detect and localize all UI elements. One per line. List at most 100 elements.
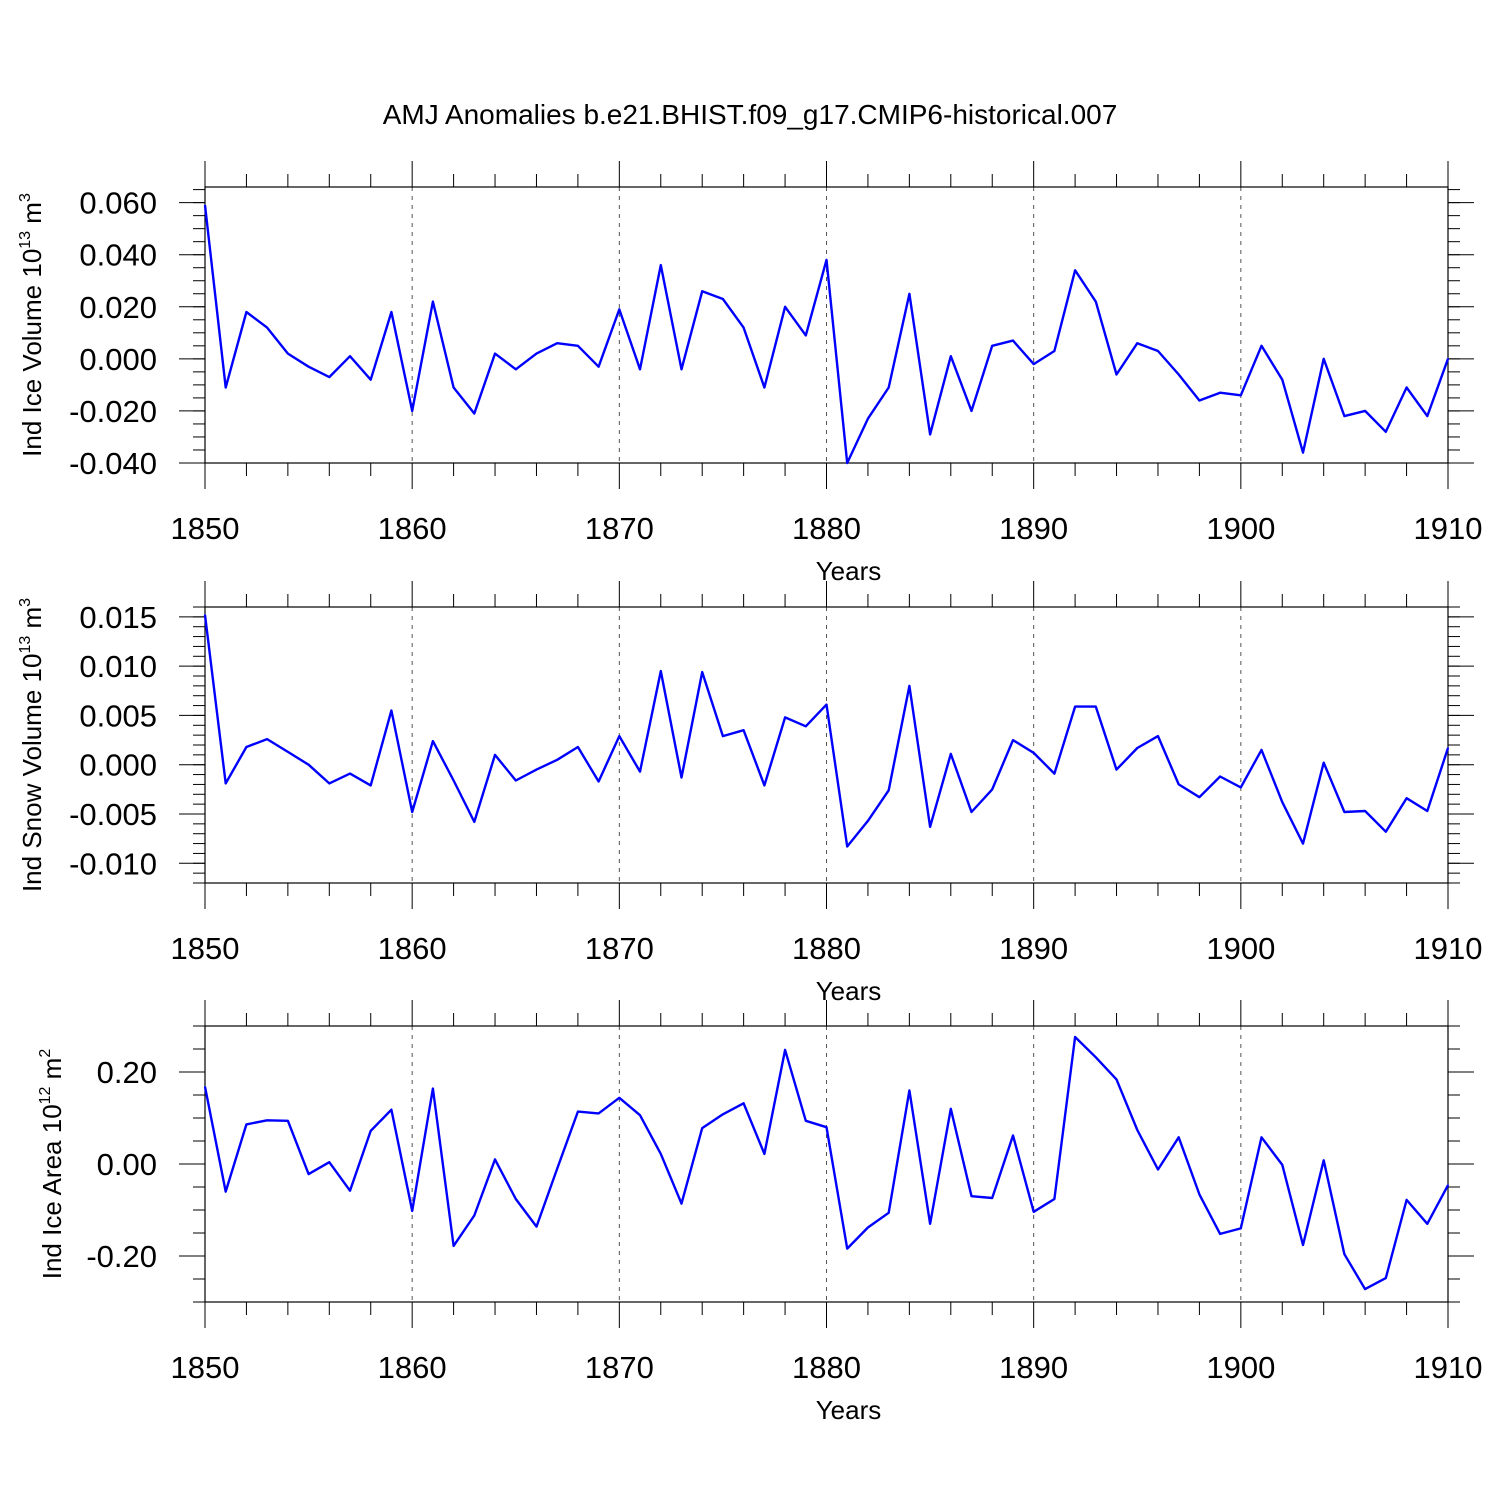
data-point [887,1211,890,1214]
x-tick-label: 1880 [792,931,861,966]
data-point [1157,1168,1159,1171]
data-point [245,746,248,748]
data-point [597,780,600,783]
panel-snow-volume: -0.010 -0.005 0.000 0.005 0.010 0.015 1850 1860… [17,581,1482,1006]
data-point [742,1102,745,1105]
data-point [349,772,351,775]
data-point [1447,358,1449,360]
data-point [825,703,828,706]
data-point [411,410,413,412]
x-tick-label: 1870 [585,511,654,546]
data-point [1177,783,1180,786]
data-point [1032,363,1035,365]
data-point [307,763,310,766]
figure-title: AMJ Anomalies b.e21.BHIST.f09_g17.CMIP6-… [383,99,1118,130]
data-point [224,782,227,785]
data-point [1322,358,1325,360]
x-tick-label: 1900 [1206,931,1275,966]
data-point [1385,830,1387,833]
x-tick-label: 1910 [1414,1350,1483,1385]
x-tick-label: 1890 [999,511,1068,546]
data-point [618,735,621,737]
data-point [1385,1277,1387,1279]
data-point [701,671,703,673]
data-point [1343,811,1346,813]
data-point [287,751,289,753]
data-point [369,378,372,381]
data-point [556,1167,558,1170]
data-point [1240,1227,1242,1230]
data-point [1095,1056,1097,1059]
y-tick-label: 0.015 [79,600,157,635]
data-point [535,352,538,355]
data-point [1364,1288,1366,1290]
data-point [328,1161,331,1163]
data-point [473,412,476,415]
y-tick-label: -0.005 [69,797,157,832]
y-tick-label: 0.040 [79,238,157,273]
y-tick-label: -0.010 [69,846,157,881]
data-point [1364,410,1366,412]
data-point [1405,1199,1408,1201]
y-axis-label: Ind Snow Volume 1013 m3 [17,598,47,892]
data-point [494,352,496,355]
data-point [742,729,745,732]
data-point [887,789,890,792]
data-point [1053,772,1056,775]
data-point [929,433,931,436]
data-point [349,355,351,358]
data-point [1322,761,1325,764]
data-point [597,1112,600,1115]
data-point [970,1195,973,1197]
data-point [1198,399,1201,402]
y-tick-label: -0.040 [69,446,157,481]
data-point [659,670,662,672]
x-tick-label: 1900 [1206,1350,1275,1385]
data-point [929,1223,931,1225]
data-point [722,298,724,300]
data-point [804,1119,807,1122]
data-point [1157,735,1159,737]
data-point [825,1126,828,1128]
data-point [1302,451,1304,454]
data-point [991,345,994,347]
data-point [618,308,621,311]
panel-ice-area: -0.20 0.00 0.20 1850 1860 1870 1880 1890 1900 191… [37,1000,1482,1425]
data-point [1426,810,1429,812]
data-point [473,821,476,823]
data-point [245,1123,248,1126]
data-point [784,305,786,308]
data-point [1198,796,1201,799]
data-point [867,820,869,822]
data-point [908,1089,911,1092]
data-point [577,746,579,748]
y-tick-label: 0.00 [97,1147,157,1182]
data-point [452,386,455,389]
panel-ice-volume: -0.040 -0.020 0.000 0.020 0.040 0.060 1850 1860… [17,161,1482,586]
x-axis-label: Years [816,976,882,1006]
data-point [556,342,558,345]
x-tick-label: 1910 [1414,931,1483,966]
data-point [1260,345,1263,347]
data-point [473,1214,476,1217]
data-point [701,290,703,292]
data-point [1322,1159,1325,1162]
x-tick-label: 1900 [1206,511,1275,546]
data-point [867,417,869,420]
data-point [763,1153,766,1155]
data-point [287,1119,289,1122]
data-point [659,1153,662,1155]
data-point [328,376,331,378]
data-point [804,334,807,337]
data-point [680,1202,683,1205]
y-axis-label: Ind Ice Area 1012 m2 [37,1049,67,1280]
x-tick-label: 1860 [378,511,447,546]
x-tick-label: 1850 [171,511,240,546]
data-point [452,779,455,782]
data-point [266,326,268,329]
y-tick-label: -0.020 [69,394,157,429]
data-point [535,768,538,771]
data-point [349,1189,351,1192]
data-point [1281,378,1284,381]
data-point [1074,1036,1076,1038]
